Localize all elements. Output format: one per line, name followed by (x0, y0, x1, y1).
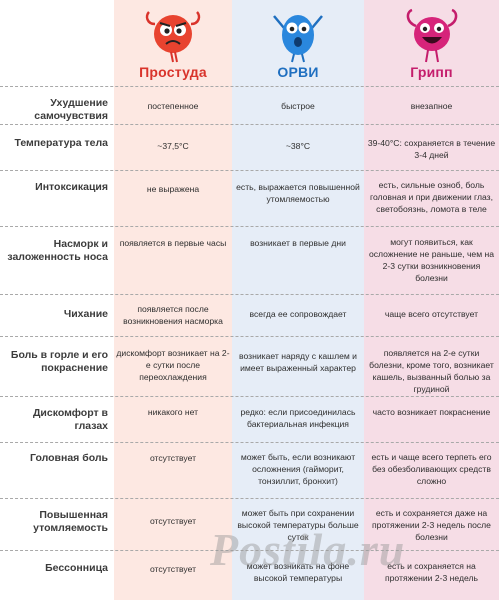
row-label: Температура тела (14, 137, 108, 149)
flu-cell: часто возникает покраснение (372, 407, 491, 417)
table-row: Бессонница отсутствует может возникать н… (0, 550, 499, 601)
flu-cell: есть, сильные озноб, боль головная и при… (370, 180, 493, 214)
table-row: Температура тела ~37,5°C ~38°C 39-40°C: … (0, 124, 499, 171)
flu-column-background (364, 0, 499, 600)
row-label: Ухудшение самочувствия (34, 97, 108, 122)
cold-cell: отсутствует (149, 453, 197, 463)
cold-cell: отсутствует (149, 564, 197, 574)
row-label: Бессонница (45, 562, 108, 574)
red-blob-mascot-icon (145, 11, 201, 63)
row-label: Чихание (63, 308, 108, 320)
arvi-cell: может возникать на фоне высокой температ… (246, 561, 350, 583)
table-row: Дискомфорт в глазах никакого нет редко: … (0, 396, 499, 443)
arvi-cell: возникает наряду с кашлем и имеет выраже… (239, 351, 357, 373)
flu-cell: 39-40°C: сохраняется в течение 3-4 дней (367, 138, 496, 160)
cold-header: Простуда (114, 0, 232, 84)
cold-cell: дискомфорт возникает на 2-е сутки после … (116, 348, 230, 382)
flu-cell: появляется на 2-е сутки болезни, кроме т… (369, 348, 494, 394)
flu-title: Грипп (410, 64, 453, 80)
cold-cell: постепенное (147, 101, 199, 111)
cold-column-background (114, 0, 232, 600)
flu-header: Грипп (364, 0, 499, 84)
row-label: Насморк и заложенность носа (7, 238, 108, 263)
flu-cell: внезапное (410, 101, 453, 111)
row-label: Дискомфорт в глазах (32, 407, 108, 432)
flu-cell: чаще всего отсутствует (384, 309, 479, 319)
arvi-header: ОРВИ (232, 0, 364, 84)
cold-cell: появляется после возникновения насморка (123, 304, 223, 326)
table-row: Ухудшение самочувствия постепенное быстр… (0, 86, 499, 125)
table-row: Боль в горле и его покраснение дискомфор… (0, 336, 499, 397)
table-row: Насморк и заложенность носа появляется в… (0, 226, 499, 295)
cold-cell: отсутствует (149, 516, 197, 526)
flu-cell: есть и сохраняется даже на протяжении 2-… (372, 508, 491, 542)
arvi-title: ОРВИ (277, 64, 319, 80)
arvi-cell: возникает в первые дни (250, 238, 346, 248)
flu-cell: есть и чаще всего терпеть его без обезбо… (371, 452, 492, 486)
cold-cell: никакого нет (147, 407, 199, 417)
cold-cell: не выражена (146, 184, 200, 194)
cold-cell: ~37,5°C (157, 141, 189, 151)
arvi-cell: всегда ее сопровождает (249, 309, 347, 319)
row-label: Боль в горле и его покраснение (10, 349, 108, 374)
row-label: Интоксикация (35, 181, 108, 193)
magenta-blob-mascot-icon (406, 8, 457, 63)
arvi-column-background (232, 0, 364, 600)
blue-blob-mascot-icon (273, 15, 323, 63)
arvi-cell: редко: если присоединилась бактериальная… (240, 407, 356, 429)
arvi-cell: есть, выражается повышенной утомляемость… (236, 182, 360, 204)
arvi-cell: быстрое (281, 101, 315, 111)
cold-title: Простуда (139, 64, 207, 80)
arvi-cell: может быть, если возникают осложнения (г… (240, 452, 356, 486)
table-row: Чихание появляется после возникновения н… (0, 294, 499, 337)
table-row: Головная боль отсутствует может быть, ес… (0, 442, 499, 499)
arvi-cell: ~38°C (285, 141, 311, 151)
row-label: Повышенная утомляемость (33, 509, 108, 534)
flu-cell: могут появиться, как осложнение не раньш… (368, 237, 495, 283)
arvi-cell: может быть при сохранении высокой темпер… (237, 508, 359, 542)
flu-cell: есть и сохраняется на протяжении 2-3 нед… (384, 561, 479, 583)
table-row: Интоксикация не выражена есть, выражаетс… (0, 170, 499, 227)
cold-cell: появляется в первые часы (119, 238, 227, 248)
table-row: Повышенная утомляемость отсутствует може… (0, 498, 499, 551)
table-header: Простуда ОРВИ (0, 0, 499, 84)
row-label: Головная боль (30, 452, 108, 464)
